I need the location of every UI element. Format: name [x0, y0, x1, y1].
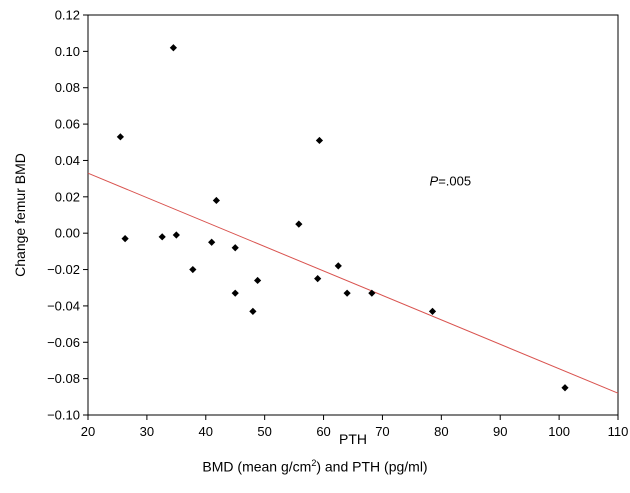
- data-point: [295, 220, 303, 228]
- data-point: [254, 276, 262, 285]
- data-point: [212, 196, 220, 205]
- p-value-text: =.005: [438, 173, 471, 188]
- y-tick-label: 0.04: [55, 153, 80, 168]
- data-point: [208, 238, 216, 246]
- data-point: [121, 235, 129, 243]
- figure-caption: BMD (mean g/cm2) and PTH (pg/ml): [0, 458, 630, 475]
- x-tick-label: 70: [375, 424, 389, 439]
- data-point: [314, 275, 322, 283]
- data-point: [158, 233, 166, 241]
- p-value-annotation: P=.005: [430, 173, 472, 188]
- caption-prefix: BMD (mean g/cm: [202, 458, 312, 475]
- y-tick-label: 0.10: [55, 44, 80, 59]
- x-tick-label: 30: [140, 424, 154, 439]
- data-point: [343, 289, 351, 297]
- data-point: [169, 44, 177, 52]
- x-tick-label: 100: [548, 424, 570, 439]
- data-point: [231, 244, 239, 252]
- regression-line: [87, 172, 619, 394]
- y-tick-label: −0.06: [47, 335, 80, 350]
- x-axis-title: PTH: [339, 431, 367, 447]
- x-tick-label: 20: [81, 424, 95, 439]
- x-tick-label: 40: [199, 424, 213, 439]
- data-point: [249, 307, 257, 315]
- x-tick-label: 90: [493, 424, 507, 439]
- data-point: [189, 265, 197, 274]
- data-point: [428, 307, 437, 315]
- caption-suffix: ) and PTH (pg/ml): [316, 458, 428, 475]
- data-point: [116, 133, 124, 141]
- data-point: [334, 262, 342, 270]
- y-axis-title: Change femur BMD: [12, 153, 28, 277]
- y-tick-label: −0.04: [47, 298, 80, 313]
- data-points: [116, 44, 569, 392]
- y-tick-label: −0.02: [47, 262, 80, 277]
- data-point: [172, 231, 180, 239]
- y-tick-label: 0.02: [55, 189, 80, 204]
- scatter-chart: 20 30 40 50 60 70 80 90 100 110 −0.10−0.08−0.06−0…: [12, 8, 629, 448]
- y-axis: −0.10 −0.08 −0.06 −0.04 −0.02 0.00 0.02 0.04 0.0…: [47, 8, 88, 423]
- data-point: [315, 136, 324, 145]
- plot-frame: [87, 14, 619, 416]
- x-tick-label: 110: [608, 424, 629, 439]
- p-value-italic: P: [430, 173, 439, 188]
- y-tick-label: 0.08: [55, 80, 80, 95]
- x-axis: 20 30 40 50 60 70 80 90 100 110: [81, 415, 629, 439]
- y-tick-label: 0.12: [55, 8, 80, 23]
- data-point: [368, 289, 376, 297]
- x-tick-label: 80: [434, 424, 448, 439]
- y-tick-label: −0.10: [47, 408, 80, 423]
- data-point: [561, 384, 569, 392]
- x-tick-label: 60: [316, 424, 330, 439]
- x-tick-label: 50: [257, 424, 271, 439]
- y-tick-label: 0.06: [55, 117, 80, 132]
- y-tick-label: −0.08: [47, 371, 80, 386]
- data-point: [231, 289, 239, 297]
- caption-superscript: 2: [311, 458, 317, 468]
- y-tick-label: 0.00: [55, 226, 80, 241]
